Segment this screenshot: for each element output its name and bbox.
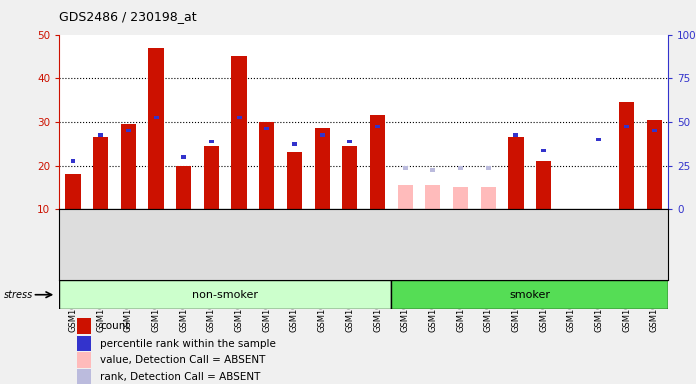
Bar: [77, 318, 90, 334]
Text: non-smoker: non-smoker: [192, 290, 258, 300]
Bar: [120, 124, 136, 209]
Bar: [624, 124, 629, 128]
Bar: [397, 185, 413, 209]
Bar: [342, 146, 358, 209]
Bar: [93, 137, 109, 209]
Bar: [536, 161, 551, 209]
Bar: [375, 124, 380, 128]
Bar: [292, 142, 297, 146]
Bar: [425, 185, 441, 209]
Bar: [486, 166, 491, 169]
Text: rank, Detection Call = ABSENT: rank, Detection Call = ABSENT: [100, 372, 260, 382]
Bar: [347, 140, 352, 143]
Bar: [77, 369, 90, 384]
Bar: [403, 166, 408, 169]
Bar: [541, 149, 546, 152]
Bar: [232, 56, 246, 209]
Text: smoker: smoker: [509, 290, 551, 300]
Bar: [181, 155, 187, 159]
Bar: [237, 116, 242, 119]
Text: stress: stress: [3, 290, 33, 300]
Bar: [430, 168, 436, 172]
Bar: [77, 352, 90, 367]
Bar: [148, 48, 164, 209]
Bar: [458, 166, 463, 169]
Bar: [319, 133, 324, 137]
Bar: [65, 174, 81, 209]
Bar: [209, 140, 214, 143]
Bar: [259, 122, 274, 209]
Bar: [453, 187, 468, 209]
Text: value, Detection Call = ABSENT: value, Detection Call = ABSENT: [100, 355, 265, 365]
Bar: [204, 146, 219, 209]
Bar: [508, 137, 523, 209]
Bar: [596, 137, 601, 141]
Bar: [98, 133, 103, 137]
Bar: [154, 116, 159, 119]
Bar: [370, 115, 385, 209]
Bar: [70, 159, 75, 163]
Bar: [391, 280, 668, 309]
Bar: [176, 166, 191, 209]
Bar: [647, 120, 662, 209]
Bar: [264, 127, 269, 130]
Bar: [514, 133, 519, 137]
Bar: [481, 187, 496, 209]
Bar: [126, 129, 131, 132]
Text: percentile rank within the sample: percentile rank within the sample: [100, 339, 276, 349]
Bar: [77, 336, 90, 351]
Bar: [59, 280, 391, 309]
Bar: [619, 102, 634, 209]
Text: GDS2486 / 230198_at: GDS2486 / 230198_at: [59, 10, 197, 23]
Bar: [287, 152, 302, 209]
Bar: [652, 129, 657, 132]
Text: count: count: [100, 321, 129, 331]
Bar: [315, 129, 330, 209]
